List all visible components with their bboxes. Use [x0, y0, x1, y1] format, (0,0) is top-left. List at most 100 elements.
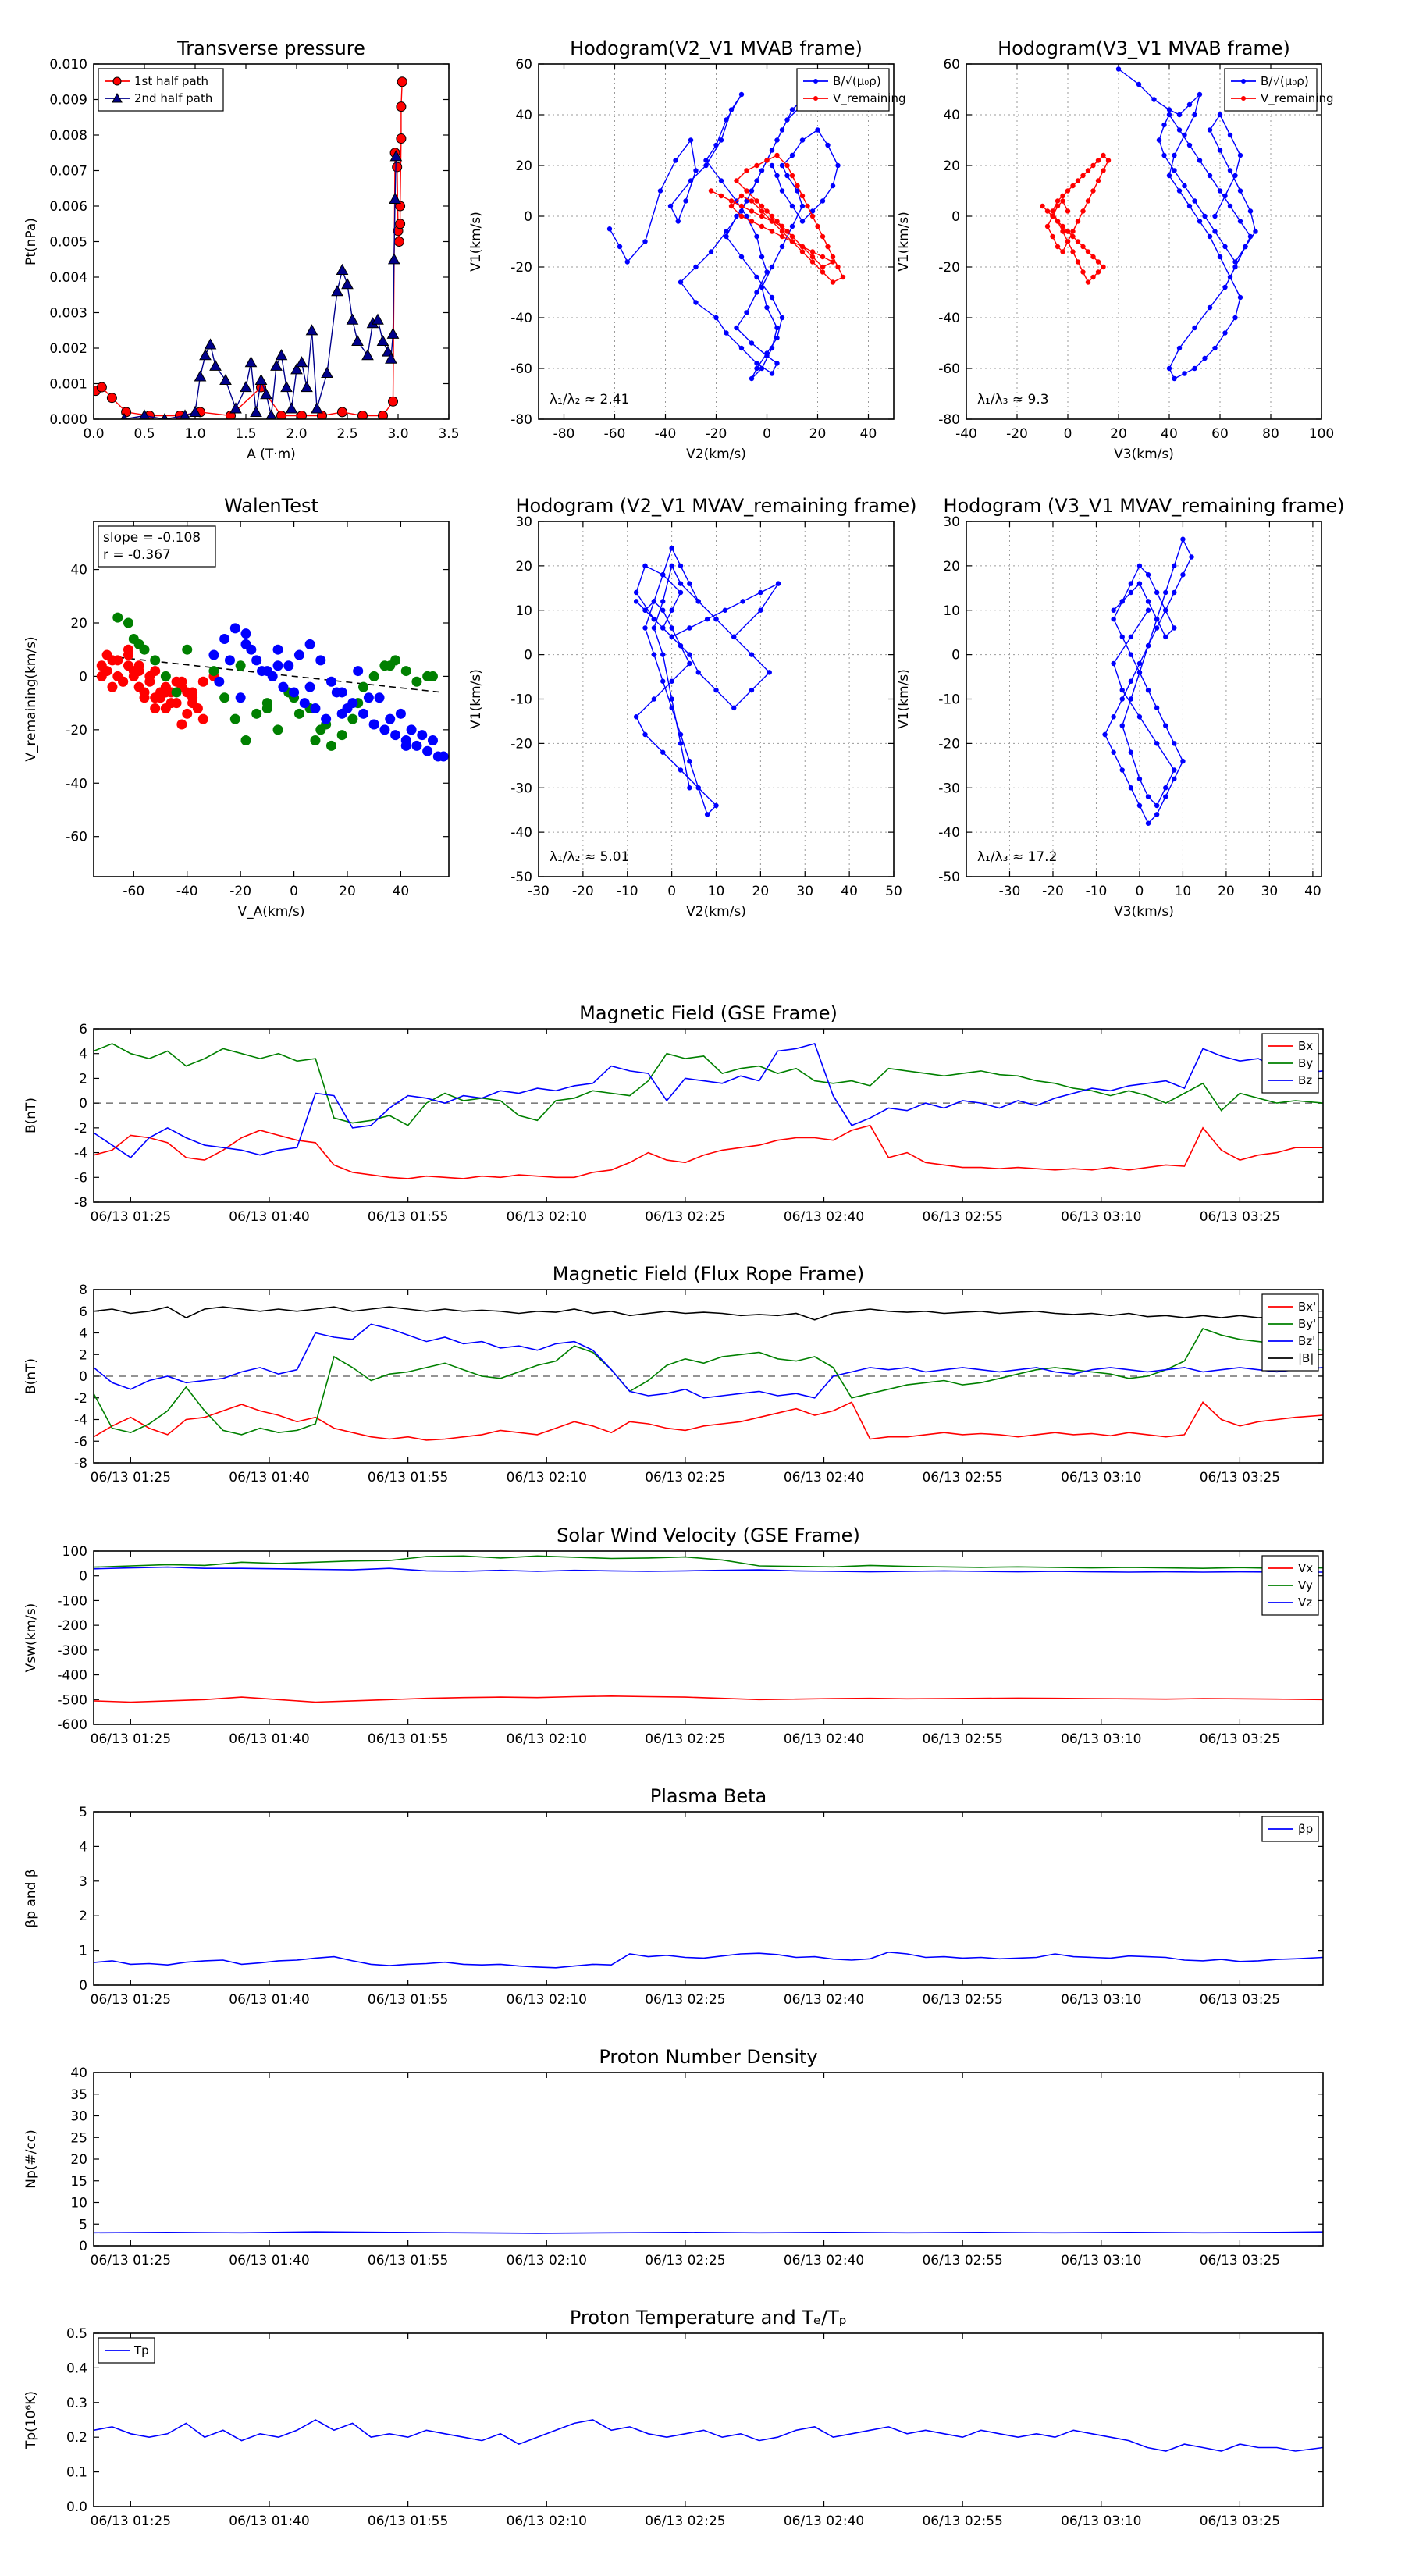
- data-point: [799, 137, 806, 143]
- data-point: [678, 581, 684, 586]
- data-point: [1060, 193, 1065, 199]
- y-tick-label: 60: [515, 57, 532, 73]
- x-tick-label: 06/13 01:55: [368, 2514, 448, 2529]
- series-vx: [94, 1695, 1323, 1703]
- y-tick-label: -50: [510, 870, 532, 885]
- data-point: [240, 628, 251, 639]
- data-point: [219, 373, 232, 386]
- data-point: [1105, 158, 1112, 163]
- y-tick-label: 0: [79, 1096, 87, 1112]
- legend-entry: Bz': [1298, 1334, 1315, 1348]
- legend-entry: B/√(μ₀ρ): [833, 74, 881, 88]
- y-tick-label: 0.003: [49, 306, 87, 322]
- data-point: [208, 666, 219, 677]
- data-point: [809, 254, 816, 260]
- y-tick-label: 0.008: [49, 128, 87, 144]
- x-tick-label: 0: [1136, 884, 1144, 899]
- series-blue: [1102, 536, 1194, 826]
- x-axis-label: V_A(km/s): [237, 904, 304, 920]
- data-point: [406, 724, 417, 735]
- data-point: [1197, 219, 1203, 224]
- data-point: [1119, 696, 1125, 702]
- data-point: [171, 687, 182, 698]
- y-tick-label: 30: [70, 2109, 87, 2125]
- chart-h3: -30 -20 -10 0 10 20 30 40 50 -50 -40 -30 -20 -10 0 10 20…: [468, 495, 917, 920]
- data-point: [214, 676, 225, 687]
- data-point: [1136, 776, 1143, 782]
- data-point: [1163, 589, 1168, 596]
- data-point: [789, 173, 795, 179]
- data-point: [667, 203, 674, 209]
- x-tick-label: 20: [1218, 884, 1235, 899]
- data-point: [1055, 203, 1061, 209]
- data-point: [678, 741, 684, 746]
- data-point: [799, 219, 806, 224]
- data-point: [660, 625, 666, 631]
- data-point: [1136, 802, 1143, 809]
- series-line: [94, 1043, 1323, 1158]
- data-point: [123, 617, 133, 628]
- data-point: [1247, 233, 1254, 240]
- data-point: [393, 237, 404, 247]
- legend-entry: V_remaining: [833, 91, 906, 106]
- y-tick-label: 0.000: [49, 412, 87, 428]
- y-tick-label: 0: [524, 209, 532, 225]
- data-point: [336, 708, 347, 719]
- data-point: [713, 616, 719, 622]
- y-tick-label: 0: [79, 1978, 87, 1994]
- series-line: [94, 2419, 1323, 2452]
- data-point: [1070, 249, 1076, 254]
- y-tick-label: 1: [79, 1944, 87, 1959]
- series-line: [1118, 68, 1257, 379]
- y-axis-label: V1(km/s): [468, 212, 484, 272]
- data-point: [400, 740, 411, 751]
- plot-frame: [538, 521, 895, 877]
- series-line: [94, 1555, 1323, 1570]
- data-point: [678, 563, 684, 569]
- data-point: [784, 229, 790, 234]
- data-point: [353, 666, 364, 677]
- data-point: [764, 158, 770, 163]
- x-tick-label: 20: [339, 884, 356, 899]
- x-tick-label: 06/13 02:55: [922, 1992, 1002, 2008]
- data-point: [754, 162, 759, 169]
- data-point: [1151, 97, 1157, 102]
- x-tick-label: 06/13 02:25: [645, 1731, 725, 1747]
- y-tick-label: -60: [66, 830, 87, 845]
- data-point: [731, 634, 737, 640]
- x-tick-label: 06/13 01:55: [368, 1992, 448, 2008]
- data-point: [669, 607, 674, 613]
- x-tick-label: 80: [1262, 426, 1279, 442]
- data-point: [374, 692, 385, 703]
- data-point: [1172, 767, 1177, 773]
- series-vz: [94, 1566, 1323, 1573]
- data-point: [774, 152, 780, 158]
- data-point: [1222, 244, 1228, 250]
- data-point: [1102, 731, 1108, 738]
- data-point: [1176, 127, 1183, 133]
- x-tick-label: 06/13 03:10: [1061, 2253, 1141, 2268]
- data-point: [346, 313, 359, 325]
- data-point: [1227, 203, 1233, 209]
- data-point: [1136, 660, 1143, 667]
- data-point: [133, 666, 144, 677]
- data-point: [276, 410, 286, 419]
- chart-title: Magnetic Field (Flux Rope Frame): [553, 1263, 864, 1285]
- data-point: [642, 563, 648, 569]
- data-point: [224, 655, 235, 666]
- data-point: [805, 203, 810, 209]
- chart-title: Hodogram (V2_V1 MVAV_remaining frame): [515, 495, 916, 517]
- data-point: [1166, 107, 1172, 112]
- x-tick-label: 40: [393, 884, 410, 899]
- x-tick-label: 40: [1304, 884, 1321, 899]
- data-point: [718, 193, 724, 199]
- data-point: [229, 713, 240, 724]
- data-point: [779, 223, 785, 229]
- y-tick-label: -30: [510, 781, 532, 796]
- y-tick-label: 4: [79, 1326, 87, 1342]
- series-vy: [94, 1555, 1323, 1570]
- data-point: [754, 198, 759, 204]
- y-tick-label: -40: [510, 825, 532, 841]
- data-point: [1075, 239, 1081, 244]
- data-point: [1163, 785, 1168, 791]
